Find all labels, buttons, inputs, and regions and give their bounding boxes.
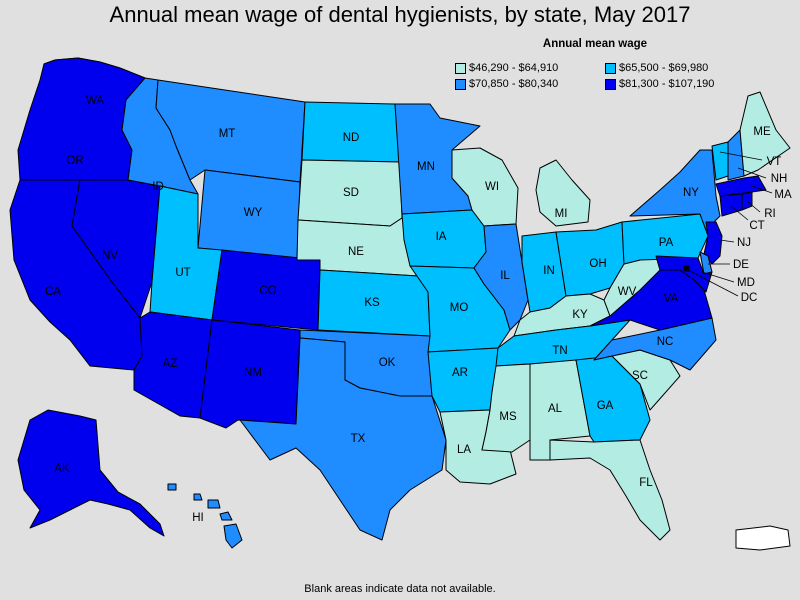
state-label: IA	[436, 231, 447, 243]
legend-title: Annual mean wage	[542, 38, 648, 50]
state-label: WY	[244, 207, 263, 219]
state-label: MT	[219, 128, 236, 140]
state-nj[interactable]	[703, 221, 723, 265]
state-label: VT	[767, 156, 782, 168]
state-label: OH	[589, 258, 606, 270]
legend-item-tier-2: $70,850 - $80,340	[455, 77, 605, 91]
state-ma[interactable]	[715, 175, 767, 197]
state-label: GA	[597, 400, 614, 412]
state-label: FL	[639, 477, 653, 489]
state-label: AR	[452, 367, 468, 379]
state-label: AK	[54, 463, 70, 475]
leader-lines	[687, 151, 773, 297]
legend-item-tier-0: $46,290 - $64,910	[455, 61, 605, 75]
legend-swatch	[455, 78, 466, 90]
state-label: MS	[499, 411, 517, 423]
dc-marker	[683, 265, 689, 271]
legend-swatch	[455, 62, 466, 74]
state-label: DE	[733, 259, 749, 271]
state-labels: WA OR CA NV ID MT WY UT CO AZ NM ND SD N…	[45, 95, 792, 524]
state-label: SD	[343, 187, 359, 199]
state-label: TN	[552, 345, 567, 357]
state-ri[interactable]	[741, 191, 753, 211]
state-label: NH	[771, 173, 788, 185]
legend-swatch	[605, 78, 616, 90]
legend: Annual mean wage $46,290 - $64,910 $65,5…	[455, 38, 755, 91]
state-label: TX	[351, 433, 366, 445]
state-label: MO	[450, 302, 469, 314]
legend-swatch	[605, 62, 616, 74]
legend-label: $70,850 - $80,340	[469, 78, 559, 90]
state-label: SC	[632, 370, 648, 382]
state-label: AL	[548, 403, 563, 415]
state-label: RI	[764, 208, 776, 220]
state-label: PA	[659, 237, 674, 249]
state-me[interactable]	[739, 91, 791, 177]
legend-label: $46,290 - $64,910	[469, 62, 559, 74]
state-label: IL	[500, 270, 510, 282]
state-label: NM	[244, 367, 262, 379]
state-label: WV	[618, 286, 637, 298]
state-label: HI	[192, 512, 204, 524]
state-label: MD	[737, 277, 755, 289]
state-pr[interactable]	[735, 525, 791, 551]
legend-label: $81,300 - $107,190	[619, 78, 715, 90]
footer-note: Blank areas indicate data not available.	[304, 583, 496, 595]
state-md[interactable]	[655, 255, 713, 293]
state-label: MI	[555, 208, 568, 220]
state-label: MA	[774, 189, 792, 201]
state-label: NJ	[737, 237, 751, 249]
state-label: WI	[485, 181, 499, 193]
state-label: CO	[259, 285, 276, 297]
state-label: OR	[66, 155, 83, 167]
state-label: ME	[753, 126, 771, 138]
state-tx[interactable]	[239, 337, 447, 541]
state-label: VA	[664, 293, 679, 305]
state-label: NY	[683, 187, 699, 199]
state-il[interactable]	[473, 223, 529, 331]
state-label: ID	[152, 181, 164, 193]
state-label: UT	[175, 267, 190, 279]
state-label: NE	[348, 246, 364, 258]
state-label: NV	[102, 250, 118, 262]
state-label: WA	[86, 95, 104, 107]
state-label: DC	[741, 292, 758, 304]
state-fl[interactable]	[549, 439, 671, 541]
state-label: CT	[749, 220, 764, 232]
state-label: ND	[343, 132, 360, 144]
state-label: NC	[657, 336, 674, 348]
state-hi[interactable]	[167, 483, 243, 549]
state-label: LA	[457, 444, 471, 456]
legend-item-tier-3: $81,300 - $107,190	[605, 77, 755, 91]
legend-label: $65,500 - $69,980	[619, 62, 709, 74]
state-label: OK	[379, 357, 396, 369]
state-ak[interactable]	[17, 409, 165, 537]
legend-item-tier-1: $65,500 - $69,980	[605, 61, 755, 75]
state-label: KS	[364, 297, 380, 309]
state-label: KY	[572, 309, 588, 321]
state-label: MN	[417, 161, 435, 173]
state-label: CA	[45, 286, 61, 298]
state-label: AZ	[163, 358, 178, 370]
state-label: IN	[543, 265, 555, 277]
state-mi[interactable]	[535, 159, 591, 227]
map-title: Annual mean wage of dental hygienists, b…	[109, 2, 691, 27]
state-ny[interactable]	[629, 149, 721, 231]
